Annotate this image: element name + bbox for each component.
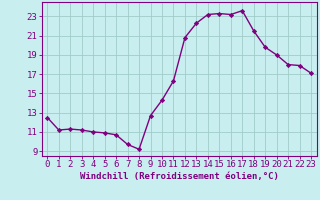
X-axis label: Windchill (Refroidissement éolien,°C): Windchill (Refroidissement éolien,°C) xyxy=(80,172,279,181)
